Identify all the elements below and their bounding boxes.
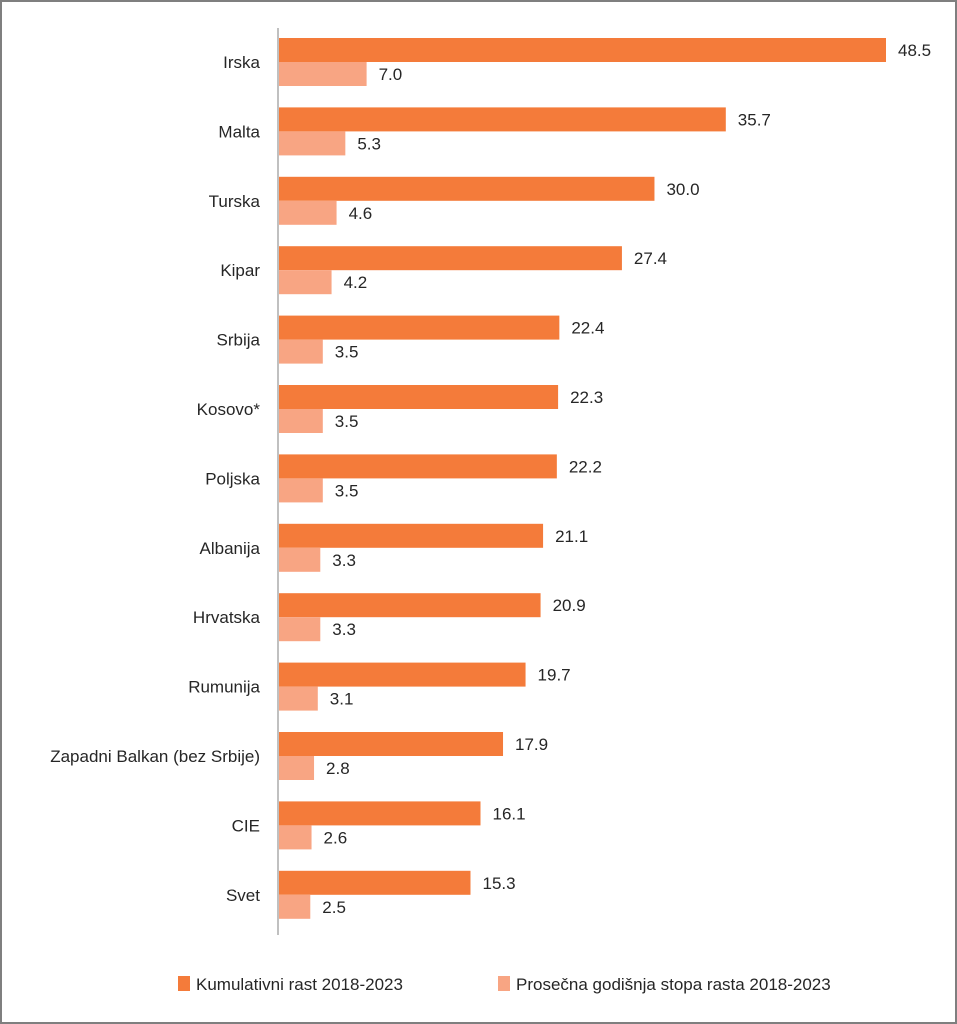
category-group: CIE 16.1 2.6 [232,801,526,850]
legend-label-cumulative: Kumulativni rast 2018-2023 [196,975,403,994]
bars-layer: Irska 48.5 7.0 Malta 35.7 5.3 Turska 30.0 4.6 Kip… [50,38,931,919]
data-label-average: 4.2 [344,273,368,292]
data-label-cumulative: 17.9 [515,735,548,754]
data-label-cumulative: 48.5 [898,41,931,60]
category-label: Kipar [220,261,260,280]
data-label-average: 3.5 [335,481,359,500]
data-label-average: 3.3 [332,551,356,570]
bar-average [279,131,346,156]
bar-average [279,270,332,295]
bar-average [279,339,323,364]
bar-cumulative [279,176,655,201]
category-label: Kosovo* [197,400,261,419]
category-group: Malta 35.7 5.3 [218,107,771,156]
bar-cumulative [279,801,481,826]
bar-cumulative [279,385,559,409]
bar-cumulative [279,732,504,756]
category-group: Albanija 21.1 3.3 [200,523,588,572]
bar-cumulative [279,454,557,479]
category-group: Kosovo* 22.3 3.5 [197,385,603,433]
data-label-average: 2.8 [326,759,350,778]
data-label-cumulative: 20.9 [553,596,586,615]
bar-cumulative [279,662,526,687]
legend-swatch-average [498,976,510,991]
data-label-average: 7.0 [379,65,403,84]
bar-cumulative [279,38,886,62]
category-label: Poljska [205,469,260,488]
bar-cumulative [279,107,726,132]
data-label-cumulative: 16.1 [492,804,525,823]
bar-cumulative [279,523,544,548]
bar-average [279,825,312,850]
bar-average [279,478,323,503]
category-label: Svet [226,886,260,905]
bar-average [279,686,318,711]
bar-average [279,200,337,225]
data-label-average: 2.5 [322,898,346,917]
category-group: Srbija 22.4 3.5 [217,315,604,364]
category-group: Svet 15.3 2.5 [226,870,516,919]
data-label-average: 4.6 [349,204,373,223]
data-label-average: 3.5 [335,412,359,431]
bar-average [279,756,315,780]
data-label-cumulative: 15.3 [482,874,515,893]
category-label: Rumunija [188,678,260,697]
category-label: Albanija [200,539,261,558]
data-label-average: 3.5 [335,343,359,362]
category-group: Hrvatska 20.9 3.3 [193,593,586,642]
category-group: Rumunija 19.7 3.1 [188,662,571,711]
data-label-cumulative: 27.4 [634,249,667,268]
category-label: Turska [209,192,261,211]
bar-cumulative [279,246,622,271]
data-label-average: 3.3 [332,620,356,639]
category-group: Kipar 27.4 4.2 [220,246,667,295]
data-label-cumulative: 35.7 [738,110,771,129]
category-label: Srbija [217,331,261,350]
bar-average [279,547,321,572]
data-label-average: 3.1 [330,690,354,709]
bar-average [279,894,311,919]
bar-cumulative [279,315,560,340]
bar-cumulative [279,593,541,618]
category-label: Irska [223,53,260,72]
bar-average [279,617,321,642]
category-group: Irska 48.5 7.0 [223,38,931,86]
bar-cumulative [279,870,471,895]
category-label: CIE [232,816,260,835]
data-label-cumulative: 22.2 [569,457,602,476]
category-group: Turska 30.0 4.6 [209,176,700,225]
data-label-cumulative: 22.4 [571,319,604,338]
bar-average [279,62,367,86]
category-label: Zapadni Balkan (bez Srbije) [50,747,260,766]
category-group: Poljska 22.2 3.5 [205,454,602,503]
legend-swatch-cumulative [178,976,190,991]
data-label-average: 5.3 [357,134,381,153]
category-group: Zapadni Balkan (bez Srbije) 17.9 2.8 [50,732,548,780]
category-label: Hrvatska [193,608,261,627]
category-label: Malta [218,122,260,141]
data-label-cumulative: 21.1 [555,527,588,546]
data-label-cumulative: 30.0 [666,180,699,199]
legend-label-average: Prosečna godišnja stopa rasta 2018-2023 [516,975,831,994]
bar-average [279,409,323,433]
data-label-average: 2.6 [324,828,348,847]
data-label-cumulative: 22.3 [570,388,603,407]
data-label-cumulative: 19.7 [538,666,571,685]
legend: Kumulativni rast 2018-2023 Prosečna godi… [178,975,831,994]
